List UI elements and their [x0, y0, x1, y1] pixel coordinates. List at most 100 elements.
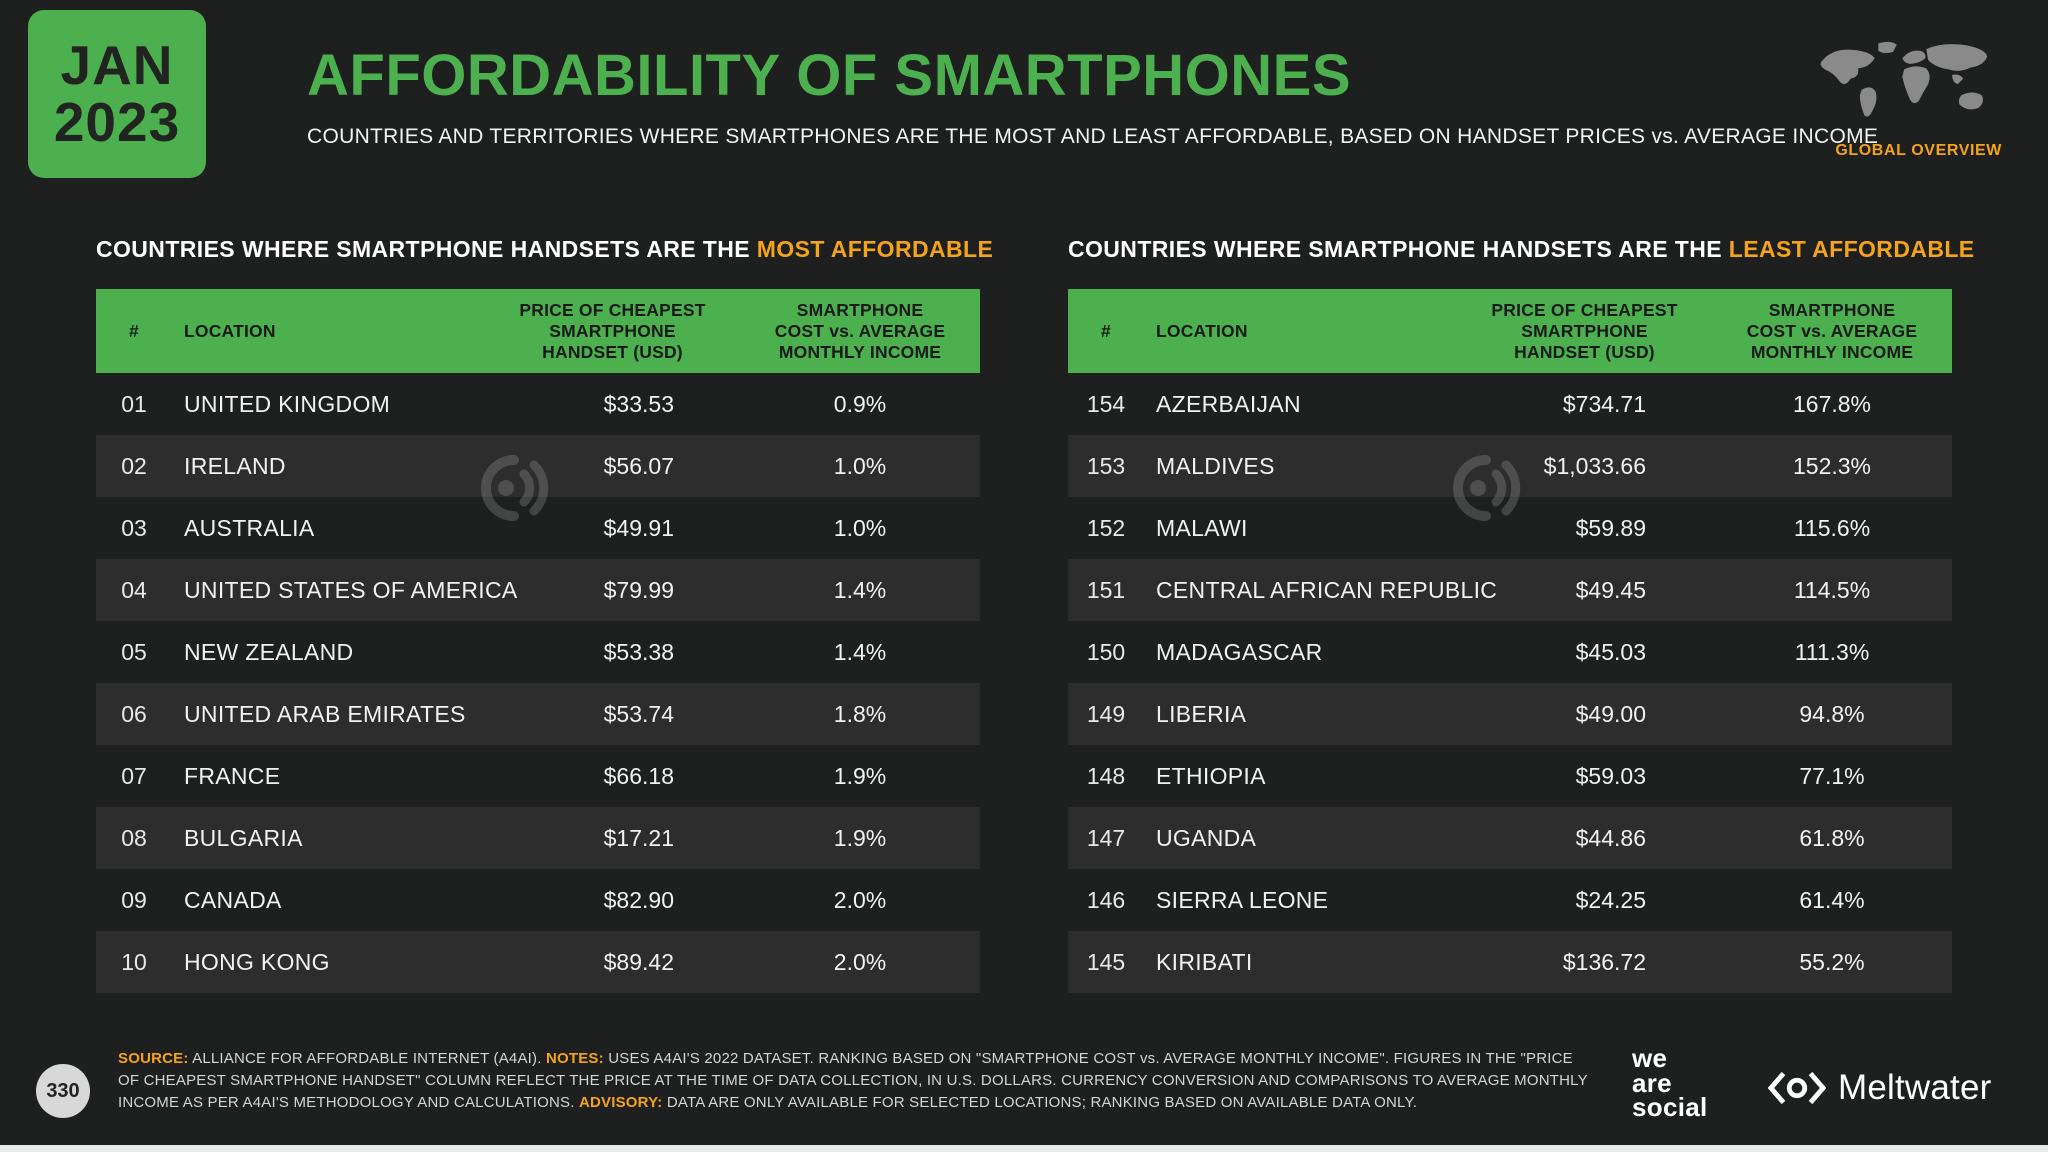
bottom-edge-strip	[0, 1145, 2048, 1152]
price-cell: $44.86	[1575, 824, 1646, 851]
we-are-social-logo: we are social	[1632, 1043, 1708, 1120]
price-cell: $59.89	[1575, 514, 1646, 541]
location-cell: MALAWI	[1156, 514, 1248, 541]
page-subtitle: COUNTRIES AND TERRITORIES WHERE SMARTPHO…	[307, 125, 1879, 148]
we-are-social-line: are	[1632, 1067, 1672, 1098]
world-map-icon	[1820, 41, 1988, 117]
price-cell: $24.25	[1575, 886, 1646, 913]
rank-column-header: #	[1101, 320, 1111, 341]
section-title-text: COUNTRIES WHERE SMARTPHONE HANDSETS ARE …	[96, 236, 757, 262]
section-title-highlight: MOST AFFORDABLE	[756, 236, 994, 262]
location-column-header: LOCATION	[1156, 320, 1248, 341]
price-cell: $33.53	[603, 390, 674, 417]
table-row: 04 UNITED STATES OF AMERICA $79.99 1.4%	[96, 559, 980, 621]
date-month: JAN	[60, 33, 174, 96]
price-cell: $82.90	[603, 886, 674, 913]
location-cell: LIBERIA	[1156, 700, 1247, 727]
date-badge: JAN 2023	[28, 10, 206, 178]
cost-cell: 152.3%	[1792, 452, 1871, 479]
table-row: 153 MALDIVES $1,033.66 152.3%	[1068, 435, 1952, 497]
location-cell: AUSTRALIA	[184, 514, 315, 541]
rank-cell: 03	[121, 514, 147, 541]
we-are-social-line: we	[1632, 1043, 1668, 1073]
meltwater-mark-icon	[1768, 1071, 1826, 1105]
location-cell: CANADA	[184, 886, 282, 913]
table-row: 02 IRELAND $56.07 1.0%	[96, 435, 980, 497]
cost-column-header: SMARTPHONE COST vs. AVERAGE MONTHLY INCO…	[774, 299, 946, 362]
source-label: SOURCE:	[118, 1050, 189, 1067]
price-cell: $734.71	[1562, 390, 1646, 417]
table-row: 149 LIBERIA $49.00 94.8%	[1068, 683, 1952, 745]
cost-cell: 1.9%	[833, 824, 887, 851]
table-row: 05 NEW ZEALAND $53.38 1.4%	[96, 621, 980, 683]
location-cell: MADAGASCAR	[1156, 638, 1323, 665]
cost-cell: 2.0%	[833, 886, 887, 913]
location-cell: CENTRAL AFRICAN REPUBLIC	[1156, 576, 1498, 603]
price-cell: $49.00	[1575, 700, 1646, 727]
rank-cell: 05	[121, 638, 147, 665]
cost-cell: 114.5%	[1793, 576, 1871, 603]
price-cell: $17.21	[603, 824, 674, 851]
page-number: 330	[46, 1079, 80, 1102]
price-cell: $89.42	[603, 948, 674, 975]
location-cell: BULGARIA	[184, 824, 303, 851]
notes-label: NOTES:	[545, 1050, 604, 1067]
source-notes: SOURCE: ALLIANCE FOR AFFORDABLE INTERNET…	[118, 1048, 1598, 1113]
table-row: 09 CANADA $82.90 2.0%	[96, 869, 980, 931]
rank-cell: 146	[1086, 886, 1126, 913]
most-affordable-table: COUNTRIES WHERE SMARTPHONE HANDSETS ARE …	[96, 236, 993, 993]
cost-cell: 1.4%	[833, 576, 887, 603]
location-cell: UNITED ARAB EMIRATES	[184, 700, 466, 727]
cost-cell: 1.4%	[833, 638, 887, 665]
price-cell: $53.38	[603, 638, 674, 665]
rank-cell: 152	[1086, 514, 1126, 541]
rank-cell: 07	[121, 762, 147, 789]
corner-label: GLOBAL OVERVIEW	[1835, 142, 2002, 159]
cost-cell: 55.2%	[1799, 948, 1865, 975]
rank-cell: 154	[1086, 390, 1126, 417]
rank-cell: 153	[1086, 452, 1126, 479]
cost-cell: 61.8%	[1799, 824, 1865, 851]
table-row: 152 MALAWI $59.89 115.6%	[1068, 497, 1952, 559]
meltwater-wordmark: Meltwater	[1838, 1068, 1992, 1107]
rank-cell: 04	[121, 576, 147, 603]
cost-cell: 1.9%	[833, 762, 887, 789]
rank-cell: 150	[1086, 638, 1126, 665]
meltwater-logo: Meltwater	[1768, 1068, 1992, 1108]
table-row: 151 CENTRAL AFRICAN REPUBLIC $49.45 114.5%	[1068, 559, 1952, 621]
table-row: 07 FRANCE $66.18 1.9%	[96, 745, 980, 807]
cost-cell: 111.3%	[1794, 638, 1870, 665]
price-cell: $45.03	[1575, 638, 1646, 665]
section-title-least: COUNTRIES WHERE SMARTPHONE HANDSETS ARE …	[1068, 236, 1974, 263]
price-cell: $66.18	[603, 762, 674, 789]
table-row: 03 AUSTRALIA $49.91 1.0%	[96, 497, 980, 559]
location-cell: UGANDA	[1156, 824, 1257, 851]
page-number-badge: 330	[36, 1064, 90, 1118]
table-header-row: # LOCATION PRICE OF CHEAPEST SMARTPHONE …	[96, 289, 980, 373]
cost-cell: 94.8%	[1799, 700, 1865, 727]
price-column-header: PRICE OF CHEAPEST SMARTPHONE HANDSET (US…	[519, 299, 706, 362]
cost-cell: 1.0%	[833, 452, 887, 479]
page-title: AFFORDABILITY OF SMARTPHONES	[307, 43, 1352, 108]
least-affordable-table: COUNTRIES WHERE SMARTPHONE HANDSETS ARE …	[1068, 236, 1974, 993]
cost-cell: 1.0%	[833, 514, 887, 541]
price-cell: $49.91	[603, 514, 674, 541]
location-cell: AZERBAIJAN	[1156, 390, 1301, 417]
rank-cell: 145	[1086, 948, 1126, 975]
location-column-header: LOCATION	[184, 320, 276, 341]
cost-cell: 1.8%	[833, 700, 887, 727]
source-text: ALLIANCE FOR AFFORDABLE INTERNET (A4AI).	[192, 1050, 542, 1067]
rank-cell: 148	[1086, 762, 1126, 789]
price-cell: $1,033.66	[1543, 452, 1646, 479]
global-overview-badge: GLOBAL OVERVIEW	[1810, 38, 2002, 160]
rank-cell: 149	[1086, 700, 1126, 727]
rank-cell: 151	[1086, 576, 1126, 603]
table-row: 146 SIERRA LEONE $24.25 61.4%	[1068, 869, 1952, 931]
title-block: AFFORDABILITY OF SMARTPHONES COUNTRIES A…	[307, 42, 1879, 149]
table-row: 148 ETHIOPIA $59.03 77.1%	[1068, 745, 1952, 807]
location-cell: IRELAND	[184, 452, 286, 479]
rank-cell: 10	[121, 948, 147, 975]
section-title-highlight: LEAST AFFORDABLE	[1728, 236, 1975, 262]
price-cell: $49.45	[1575, 576, 1646, 603]
price-cell: $56.07	[603, 452, 674, 479]
